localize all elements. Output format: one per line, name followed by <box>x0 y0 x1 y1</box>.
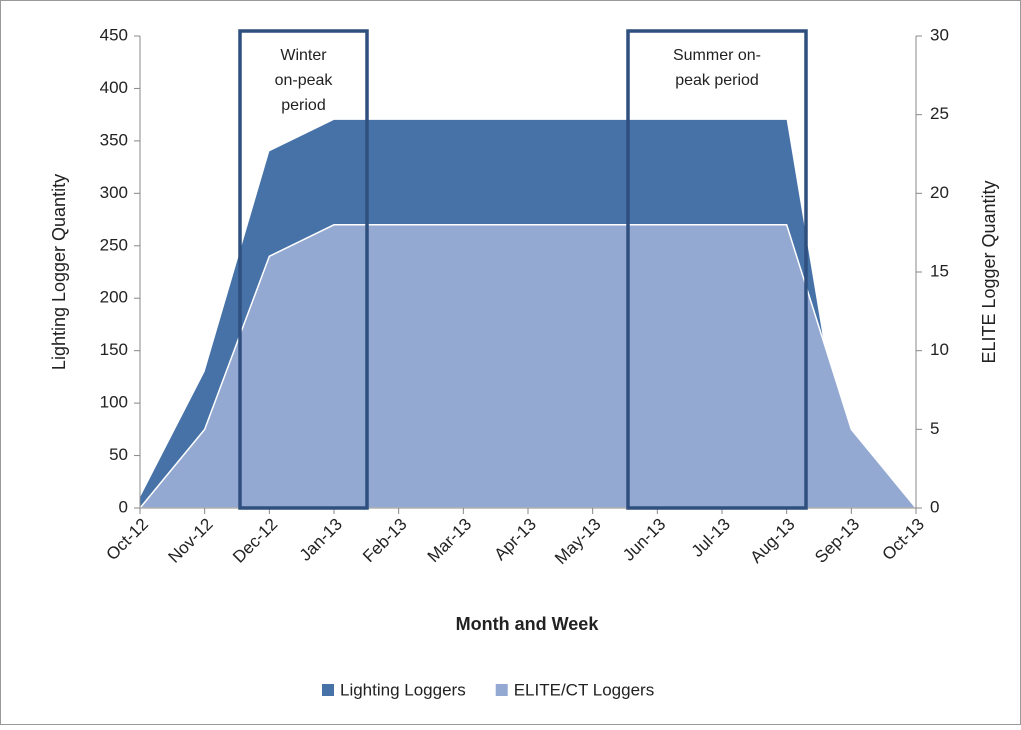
y-tick-label: 450 <box>100 25 128 44</box>
y2-tick-label: 0 <box>930 497 939 516</box>
y-tick-label: 400 <box>100 78 128 97</box>
annotation-text: Winter <box>280 47 327 64</box>
y-tick-label: 0 <box>119 497 128 516</box>
x-axis-title: Month and Week <box>456 614 600 634</box>
y-tick-label: 200 <box>100 288 128 307</box>
y-tick-label: 150 <box>100 340 128 359</box>
annotation-text: Summer on- <box>673 47 761 64</box>
legend-swatch <box>495 684 508 696</box>
y-tick-label: 350 <box>100 130 128 149</box>
annotation-text: peak period <box>675 72 759 89</box>
y2-tick-label: 20 <box>930 183 949 202</box>
y2-tick-label: 15 <box>930 261 949 280</box>
annotation-box <box>238 29 369 510</box>
legend-swatch <box>322 684 334 696</box>
annotation-text: period <box>281 97 325 114</box>
annotation-text: on-peak <box>275 72 334 89</box>
y2-tick-label: 30 <box>930 25 949 44</box>
area <box>138 224 918 509</box>
y-tick-label: 50 <box>109 445 128 464</box>
y2-tick-label: 25 <box>930 104 949 123</box>
legend-label: Lighting Loggers <box>340 680 466 699</box>
y-tick-label: 250 <box>100 235 128 254</box>
annotation-box <box>626 29 808 510</box>
y-tick-label: 100 <box>100 393 128 412</box>
y-tick-label: 300 <box>100 183 128 202</box>
y2-axis-title: ELITE Logger Quantity <box>979 180 999 363</box>
y-axis-title: Lighting Logger Quantity <box>49 174 69 370</box>
legend-label: ELITE/CT Loggers <box>514 680 654 699</box>
y2-tick-label: 5 <box>930 419 939 438</box>
y2-tick-label: 10 <box>930 340 949 359</box>
